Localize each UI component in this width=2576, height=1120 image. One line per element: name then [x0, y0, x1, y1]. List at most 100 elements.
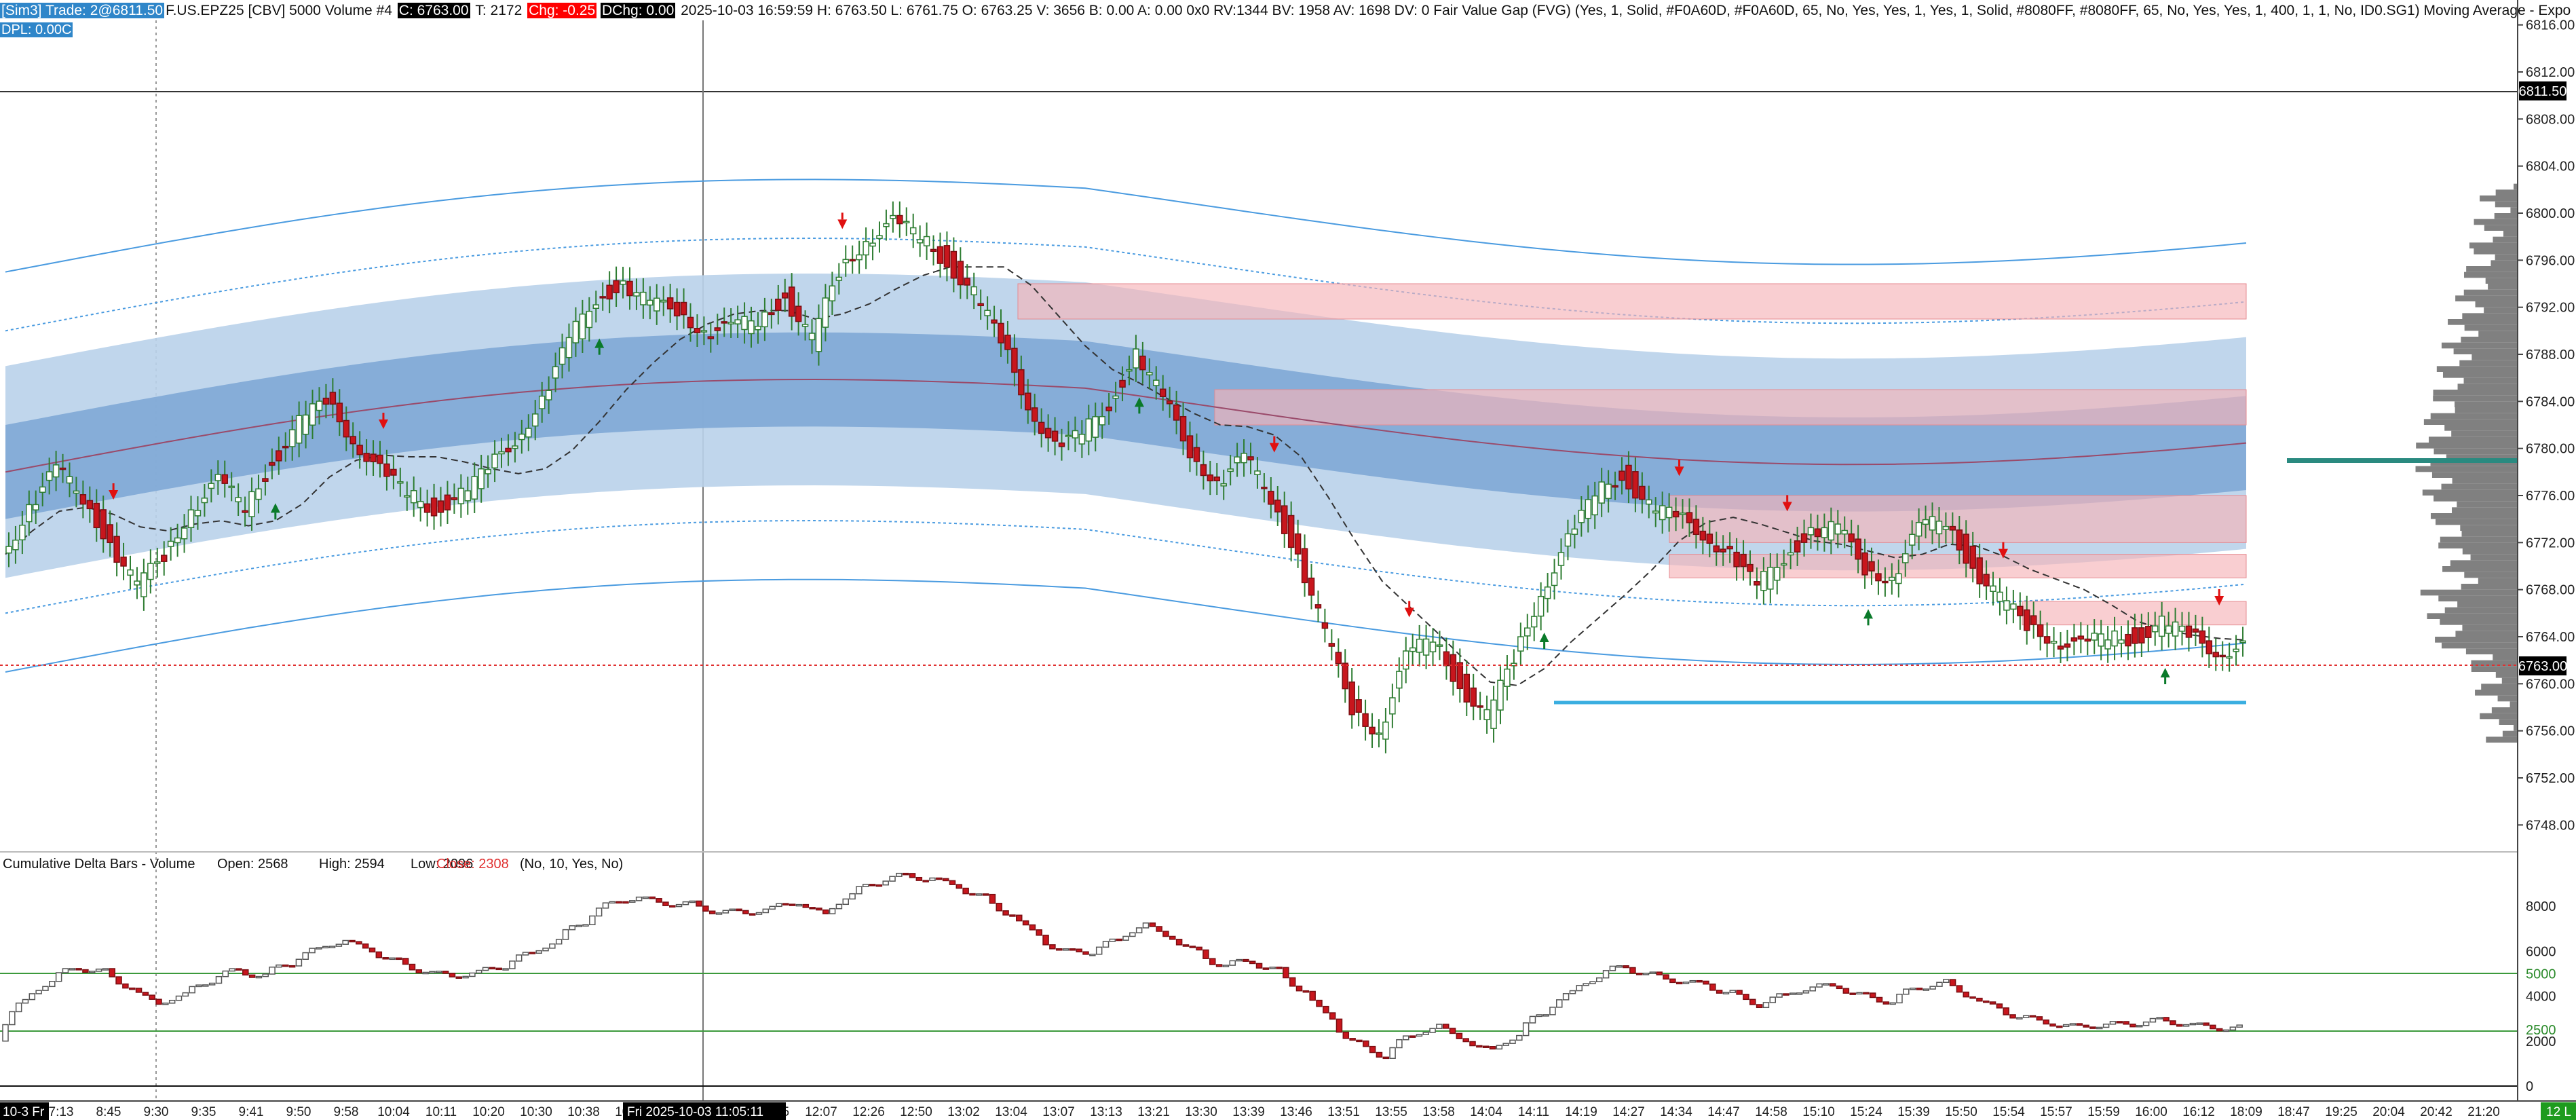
delta-bar[interactable] — [1536, 1014, 1543, 1018]
cumulative-delta-pane[interactable] — [0, 872, 2518, 1087]
candle[interactable] — [613, 280, 620, 293]
delta-bar[interactable] — [1849, 992, 1856, 995]
delta-bar[interactable] — [1196, 946, 1202, 951]
delta-bar[interactable] — [2029, 1015, 2037, 1018]
delta-bar[interactable] — [1469, 1041, 1476, 1047]
candle[interactable] — [1200, 464, 1207, 477]
delta-bar[interactable] — [829, 908, 836, 914]
delta-bar[interactable] — [2096, 1026, 2103, 1030]
candle[interactable] — [1396, 671, 1403, 689]
candle[interactable] — [660, 299, 667, 303]
delta-bar[interactable] — [1996, 1003, 2003, 1009]
candle[interactable] — [525, 428, 532, 438]
candle[interactable] — [201, 498, 208, 504]
candle[interactable] — [1186, 435, 1194, 459]
delta-bar[interactable] — [1169, 935, 1176, 940]
delta-bar[interactable] — [1836, 985, 1843, 990]
delta-bar[interactable] — [1403, 1035, 1409, 1041]
candle[interactable] — [909, 227, 917, 235]
delta-bar[interactable] — [29, 993, 36, 1001]
candle[interactable] — [1625, 464, 1632, 490]
delta-bar[interactable] — [635, 896, 643, 901]
candle[interactable] — [936, 246, 944, 264]
candle[interactable] — [1774, 567, 1781, 581]
candle[interactable] — [654, 297, 660, 312]
candle[interactable] — [2118, 639, 2125, 644]
delta-bar[interactable] — [1129, 932, 1136, 937]
delta-bar[interactable] — [795, 903, 803, 907]
candle[interactable] — [1524, 627, 1531, 637]
delta-bar[interactable] — [2210, 1024, 2216, 1030]
candle[interactable] — [329, 392, 337, 405]
delta-bar[interactable] — [902, 872, 909, 876]
candle[interactable] — [916, 239, 924, 244]
candle[interactable] — [518, 433, 525, 441]
delta-bar[interactable] — [962, 887, 969, 895]
candle[interactable] — [1767, 567, 1774, 590]
delta-bar[interactable] — [2049, 1023, 2056, 1027]
delta-bar[interactable] — [849, 893, 856, 900]
delta-bar[interactable] — [469, 972, 476, 977]
delta-bar[interactable] — [482, 967, 489, 971]
candle[interactable] — [531, 413, 539, 427]
delta-bar[interactable] — [649, 896, 656, 899]
delta-bar[interactable] — [1989, 1001, 1996, 1005]
delta-bar[interactable] — [1022, 920, 1029, 926]
candle[interactable] — [1618, 470, 1625, 481]
candle[interactable] — [1517, 636, 1524, 652]
candle[interactable] — [1821, 527, 1828, 538]
delta-bar[interactable] — [1922, 988, 1930, 991]
delta-bar[interactable] — [889, 876, 896, 882]
delta-bar[interactable] — [549, 943, 556, 949]
candle[interactable] — [748, 320, 755, 335]
delta-bar[interactable] — [2136, 1024, 2143, 1028]
delta-bar[interactable] — [1309, 990, 1316, 1001]
candle[interactable] — [1355, 699, 1362, 713]
delta-bar[interactable] — [1736, 990, 1743, 995]
candle[interactable] — [167, 540, 174, 547]
delta-bar[interactable] — [436, 971, 442, 973]
candle[interactable] — [538, 395, 546, 409]
delta-bar[interactable] — [1783, 993, 1789, 996]
candle[interactable] — [1422, 638, 1430, 656]
candle[interactable] — [1585, 499, 1592, 519]
delta-bar[interactable] — [115, 976, 122, 985]
delta-bar[interactable] — [1055, 948, 1063, 951]
candle[interactable] — [2111, 630, 2118, 647]
candle[interactable] — [1882, 580, 1889, 584]
candle[interactable] — [262, 478, 269, 482]
candle[interactable] — [1632, 471, 1639, 499]
candle[interactable] — [1699, 530, 1707, 541]
candle[interactable] — [1274, 500, 1281, 512]
candle[interactable] — [26, 504, 33, 523]
candle[interactable] — [1686, 512, 1693, 523]
delta-bar[interactable] — [475, 969, 482, 974]
candle[interactable] — [815, 318, 822, 352]
delta-bar[interactable] — [82, 969, 89, 973]
candle[interactable] — [1672, 510, 1680, 518]
candle[interactable] — [1051, 430, 1059, 442]
delta-bar[interactable] — [1943, 979, 1950, 984]
candle[interactable] — [2010, 603, 2017, 610]
delta-bar[interactable] — [2123, 1021, 2129, 1025]
delta-bar[interactable] — [809, 907, 816, 910]
candle[interactable] — [721, 321, 727, 324]
candle[interactable] — [856, 254, 863, 261]
delta-bar[interactable] — [1175, 939, 1183, 946]
candle[interactable] — [1254, 470, 1261, 475]
candle[interactable] — [1044, 428, 1052, 438]
delta-bar[interactable] — [1109, 938, 1116, 942]
candle[interactable] — [788, 286, 795, 317]
candle[interactable] — [1450, 654, 1457, 682]
candle[interactable] — [545, 390, 552, 400]
delta-bar[interactable] — [662, 901, 669, 906]
delta-bar[interactable] — [1442, 1024, 1450, 1029]
delta-bar[interactable] — [969, 893, 976, 896]
candle[interactable] — [2043, 636, 2051, 644]
candle[interactable] — [1335, 652, 1342, 665]
delta-bar[interactable] — [802, 903, 810, 908]
delta-bar[interactable] — [1669, 978, 1676, 984]
candle[interactable] — [160, 555, 168, 562]
delta-bar[interactable] — [62, 968, 69, 973]
delta-bar[interactable] — [2149, 1018, 2157, 1023]
